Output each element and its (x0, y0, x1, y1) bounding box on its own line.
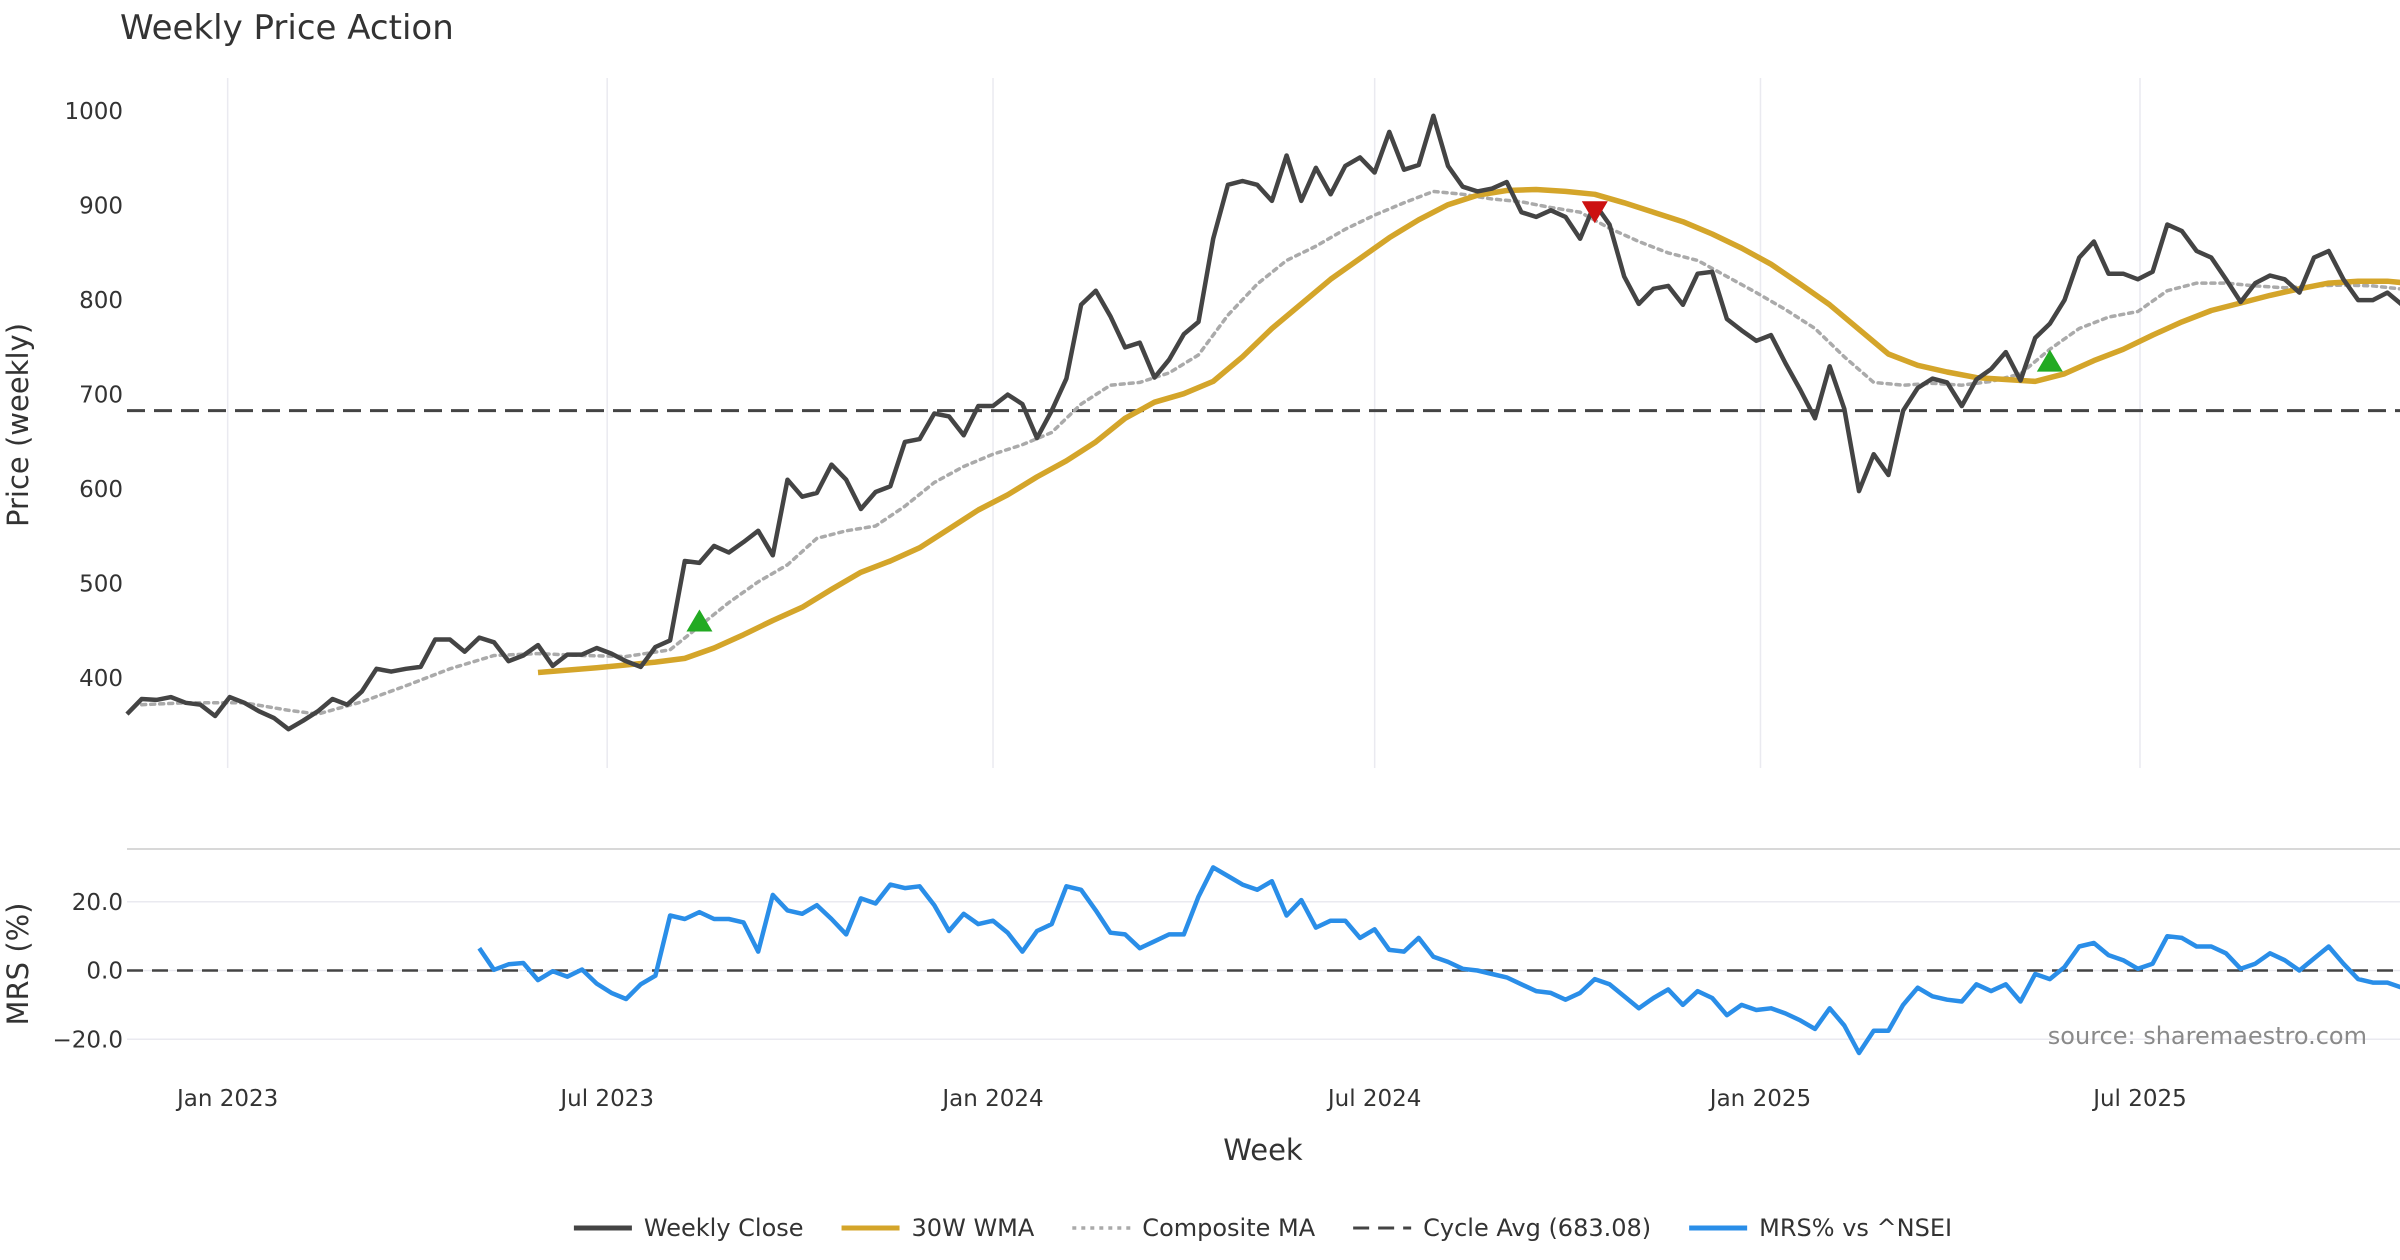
buy-signal-marker (686, 609, 713, 632)
x-axis-ticks: Jan 2023 Jul 2023 Jan 2024 Jul 2024 Jan 2025… (175, 1086, 2187, 1112)
legend-item: MRS% vs ^NSEI (1689, 1214, 1952, 1242)
price-y-tick-label: 1000 (64, 99, 123, 125)
price-y-tick-label: 700 (79, 383, 123, 409)
legend-label: Cycle Avg (683.08) (1423, 1214, 1651, 1242)
sell-signal-marker (1581, 201, 1608, 224)
composite-ma-line (139, 189, 2400, 716)
x-tick-label: Jul 2024 (1326, 1086, 1422, 1112)
mrs-y-axis-ticks: 20.0 0.0 −20.0 (53, 890, 123, 1053)
wma-30w-line (537, 186, 2400, 676)
legend-item: Composite MA (1072, 1214, 1316, 1242)
mrs-line (477, 865, 2400, 1056)
price-y-tick-label: 800 (79, 288, 123, 314)
buy-signal-marker (2036, 349, 2063, 372)
price-y-tick-label: 400 (79, 666, 123, 692)
weekly-close-line (125, 113, 2400, 732)
legend-label: MRS% vs ^NSEI (1759, 1214, 1952, 1242)
x-tick-label: Jan 2025 (1708, 1086, 1811, 1112)
legend-label: 30W WMA (912, 1214, 1035, 1242)
legend-item: 30W WMA (841, 1214, 1035, 1242)
mrs-y-tick-label: −20.0 (53, 1027, 123, 1053)
legend-label: Weekly Close (644, 1214, 804, 1242)
price-y-tick-label: 600 (79, 477, 123, 503)
price-y-tick-label: 900 (79, 194, 123, 220)
x-tick-label: Jan 2024 (940, 1086, 1043, 1112)
x-axis-title: Week (1223, 1133, 1303, 1167)
mrs-series (127, 865, 2400, 1056)
mrs-y-tick-label: 0.0 (86, 959, 123, 985)
price-y-tick-label: 500 (79, 572, 123, 598)
x-tick-label: Jul 2025 (2091, 1086, 2187, 1112)
x-tick-label: Jan 2023 (175, 1086, 278, 1112)
price-y-axis-title: Price (weekly) (1, 323, 35, 527)
chart-title: Weekly Price Action (120, 8, 454, 48)
price-y-axis-ticks: 400 500 600 700 800 900 1000 (64, 99, 123, 692)
legend-label: Composite MA (1142, 1214, 1315, 1242)
legend-item: Weekly Close (573, 1214, 804, 1242)
mrs-y-axis-title: MRS (%) (1, 903, 35, 1026)
x-tick-label: Jul 2023 (558, 1086, 654, 1112)
source-credit: source: sharemaestro.com (2048, 1022, 2367, 1050)
price-grid (226, 78, 2141, 768)
price-series (125, 113, 2400, 732)
mrs-y-tick-label: 20.0 (72, 890, 123, 916)
chart-legend: Weekly Close 30W WMA Composite MA Cycle Avg… (573, 1214, 1952, 1242)
legend-item: Cycle Avg (683.08) (1353, 1214, 1651, 1242)
